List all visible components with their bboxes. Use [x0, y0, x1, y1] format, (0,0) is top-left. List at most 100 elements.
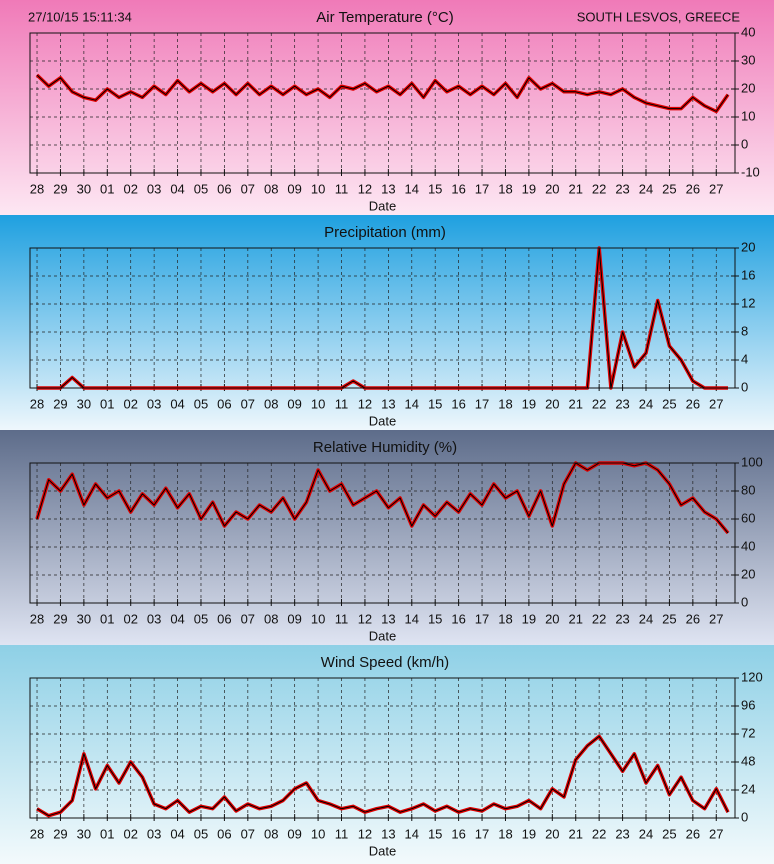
x-tick-label: 18 — [498, 181, 512, 196]
x-tick-label: 14 — [405, 181, 419, 196]
x-tick-label: 19 — [522, 611, 536, 626]
x-tick-label: 08 — [264, 611, 278, 626]
x-tick-label: 10 — [311, 396, 325, 411]
x-tick-label: 29 — [53, 181, 67, 196]
x-tick-label: 16 — [451, 396, 465, 411]
y-tick-label: 20 — [741, 566, 755, 581]
y-tick-label: 40 — [741, 24, 755, 39]
x-tick-label: 03 — [147, 826, 161, 841]
x-tick-label: 16 — [451, 181, 465, 196]
x-tick-label: 24 — [639, 611, 653, 626]
x-tick-label: 01 — [100, 826, 114, 841]
x-tick-label: 05 — [194, 396, 208, 411]
x-tick-label: 24 — [639, 181, 653, 196]
x-tick-label: 22 — [592, 396, 606, 411]
chart-title: Wind Speed (km/h) — [321, 654, 449, 671]
y-tick-label: 120 — [741, 669, 763, 684]
x-tick-label: 28 — [30, 181, 44, 196]
x-tick-label: 02 — [123, 181, 137, 196]
x-tick-label: 17 — [475, 611, 489, 626]
x-tick-label: 23 — [615, 826, 629, 841]
x-tick-label: 11 — [335, 826, 349, 841]
x-tick-label: 23 — [615, 396, 629, 411]
x-tick-label: 03 — [147, 396, 161, 411]
x-tick-label: 09 — [287, 181, 301, 196]
y-tick-label: 0 — [741, 594, 748, 609]
x-tick-label: 16 — [451, 611, 465, 626]
x-tick-label: 25 — [662, 181, 676, 196]
y-tick-label: -10 — [741, 164, 760, 179]
series-trace — [36, 735, 729, 817]
x-tick-label: 07 — [241, 181, 255, 196]
plot-frame — [29, 32, 736, 174]
panel-background — [0, 215, 774, 430]
x-tick-label: 06 — [217, 826, 231, 841]
x-tick-label: 10 — [311, 181, 325, 196]
x-tick-label: 20 — [545, 181, 559, 196]
x-tick-label: 01 — [100, 181, 114, 196]
x-tick-label: 09 — [287, 611, 301, 626]
x-tick-label: 25 — [662, 611, 676, 626]
x-tick-label: 13 — [381, 826, 395, 841]
x-axis-label: Date — [369, 198, 396, 213]
x-tick-label: 04 — [170, 826, 184, 841]
x-tick-label: 11 — [335, 181, 349, 196]
x-tick-label: 30 — [77, 826, 91, 841]
x-tick-label: 05 — [194, 181, 208, 196]
x-tick-label: 21 — [568, 611, 582, 626]
x-tick-label: 06 — [217, 181, 231, 196]
x-tick-label: 27 — [709, 396, 723, 411]
x-axis-label: Date — [369, 843, 396, 858]
x-axis-label: Date — [369, 628, 396, 643]
x-tick-label: 15 — [428, 396, 442, 411]
x-tick-label: 27 — [709, 826, 723, 841]
y-tick-label: 72 — [741, 725, 755, 740]
y-tick-label: 4 — [741, 351, 748, 366]
plot-frame — [29, 462, 736, 604]
x-tick-label: 26 — [686, 181, 700, 196]
x-tick-label: 10 — [311, 826, 325, 841]
x-tick-label: 28 — [30, 396, 44, 411]
x-tick-label: 20 — [545, 611, 559, 626]
x-tick-label: 06 — [217, 611, 231, 626]
x-tick-label: 12 — [358, 396, 372, 411]
x-tick-label: 23 — [615, 611, 629, 626]
x-tick-label: 17 — [475, 181, 489, 196]
x-tick-label: 30 — [77, 611, 91, 626]
x-tick-label: 28 — [30, 826, 44, 841]
x-tick-label: 14 — [405, 396, 419, 411]
y-tick-label: 40 — [741, 538, 755, 553]
x-tick-label: 02 — [123, 826, 137, 841]
x-tick-label: 29 — [53, 396, 67, 411]
x-tick-label: 07 — [241, 611, 255, 626]
x-tick-label: 19 — [522, 181, 536, 196]
x-tick-label: 17 — [475, 826, 489, 841]
x-tick-label: 29 — [53, 611, 67, 626]
x-tick-label: 27 — [709, 181, 723, 196]
x-tick-label: 19 — [522, 826, 536, 841]
x-tick-label: 11 — [335, 611, 349, 626]
x-tick-label: 07 — [241, 396, 255, 411]
y-tick-label: 10 — [741, 108, 755, 123]
y-tick-label: 20 — [741, 80, 755, 95]
timestamp: 27/10/15 15:11:34 — [28, 9, 132, 24]
x-tick-label: 22 — [592, 826, 606, 841]
y-tick-label: 0 — [741, 379, 748, 394]
x-tick-label: 18 — [498, 611, 512, 626]
x-tick-label: 12 — [358, 826, 372, 841]
x-tick-label: 08 — [264, 181, 278, 196]
chart-title: Relative Humidity (%) — [313, 439, 457, 456]
x-tick-label: 02 — [123, 396, 137, 411]
x-tick-label: 16 — [451, 826, 465, 841]
y-tick-label: 30 — [741, 52, 755, 67]
y-tick-label: 60 — [741, 510, 755, 525]
y-tick-label: 20 — [741, 239, 755, 254]
x-tick-label: 05 — [194, 826, 208, 841]
x-tick-label: 02 — [123, 611, 137, 626]
x-tick-label: 26 — [686, 611, 700, 626]
y-tick-label: 0 — [741, 809, 748, 824]
x-tick-label: 21 — [568, 181, 582, 196]
x-tick-label: 03 — [147, 181, 161, 196]
